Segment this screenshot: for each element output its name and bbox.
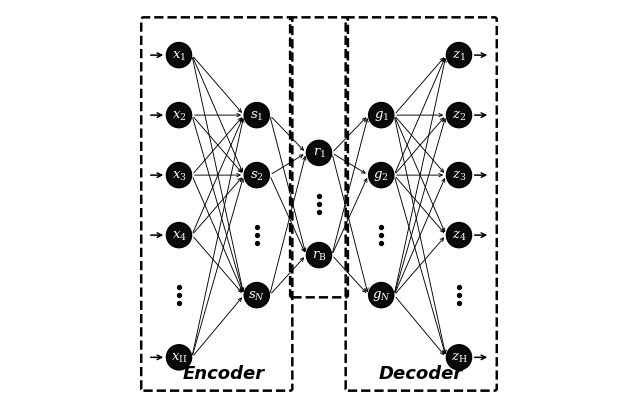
Text: $x_2$: $x_2$: [172, 109, 186, 122]
Circle shape: [167, 345, 191, 370]
Circle shape: [447, 163, 471, 188]
Circle shape: [306, 243, 332, 268]
Circle shape: [447, 103, 471, 128]
Text: $x_1$: $x_1$: [172, 49, 186, 63]
Text: $s_N$: $s_N$: [248, 289, 265, 302]
Text: $g_N$: $g_N$: [372, 288, 390, 302]
Text: $z_3$: $z_3$: [452, 169, 466, 182]
Text: $z_4$: $z_4$: [452, 229, 466, 242]
Circle shape: [167, 103, 191, 128]
Text: $g_1$: $g_1$: [374, 109, 389, 123]
Circle shape: [447, 223, 471, 248]
Text: $s_1$: $s_1$: [250, 109, 263, 122]
Text: Encoder: Encoder: [182, 364, 265, 382]
Circle shape: [167, 44, 191, 68]
Circle shape: [167, 163, 191, 188]
Circle shape: [369, 103, 394, 128]
Text: $x_3$: $x_3$: [172, 169, 186, 182]
Text: $r_{\mathrm{B}}$: $r_{\mathrm{B}}$: [312, 249, 326, 262]
Circle shape: [306, 141, 332, 166]
Circle shape: [244, 163, 269, 188]
Text: $z_2$: $z_2$: [452, 109, 466, 122]
Circle shape: [369, 283, 394, 308]
Circle shape: [369, 163, 394, 188]
Circle shape: [244, 103, 269, 128]
Text: $r_1$: $r_1$: [313, 147, 325, 160]
Circle shape: [447, 44, 471, 68]
Text: $x_4$: $x_4$: [172, 229, 186, 242]
Text: $x_{\mathrm{II}}$: $x_{\mathrm{II}}$: [171, 351, 187, 364]
Text: $s_2$: $s_2$: [250, 169, 263, 182]
Circle shape: [244, 283, 269, 308]
Text: $z_1$: $z_1$: [452, 49, 466, 63]
Text: Decoder: Decoder: [379, 364, 463, 382]
Circle shape: [167, 223, 191, 248]
Circle shape: [447, 345, 471, 370]
Text: $z_{\mathrm{H}}$: $z_{\mathrm{H}}$: [450, 351, 468, 364]
Text: $g_2$: $g_2$: [373, 169, 389, 183]
